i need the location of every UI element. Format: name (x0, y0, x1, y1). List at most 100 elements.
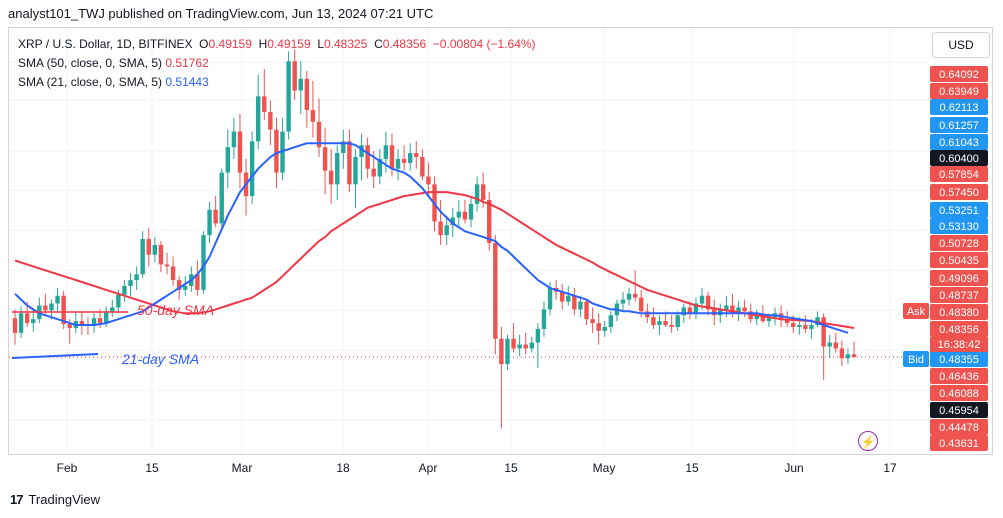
candle-body (791, 323, 796, 327)
price-label-bg (930, 435, 988, 451)
price-label: 0.53251 (939, 205, 979, 217)
candle-body (49, 303, 54, 311)
price-label: 0.50728 (939, 238, 979, 250)
footer: 17 TradingView (10, 492, 100, 507)
sma21-line (14, 142, 849, 334)
candle-body (183, 285, 188, 290)
candle-body (760, 315, 766, 322)
candle-body (134, 274, 139, 281)
x-tick-label: 15 (504, 461, 518, 475)
candle-body (67, 324, 72, 328)
price-label-bg (930, 270, 988, 286)
symbol-row: XRP / U.S. Dollar, 1D, BITFINEX O0.49159… (18, 35, 536, 54)
candle-body (462, 211, 468, 220)
x-tick-label: 18 (336, 461, 350, 475)
price-label: 0.53130 (939, 221, 979, 233)
candle-body (663, 321, 668, 326)
candle-body (79, 321, 85, 326)
candle-body (736, 307, 741, 314)
candle-body (365, 145, 370, 169)
candle-body (219, 172, 224, 224)
candle-body (408, 153, 413, 163)
candle-body (505, 338, 510, 365)
ask-tag: Ask (907, 306, 926, 318)
candle-body (699, 295, 705, 304)
candle-body (122, 285, 127, 295)
price-label: 0.63949 (939, 86, 979, 98)
candle-body (499, 338, 504, 365)
sma21-label: SMA (21, close, 0, SMA, 5) (18, 75, 163, 89)
candle-body (639, 297, 644, 312)
price-label-bg (930, 218, 988, 234)
candle-body (268, 112, 273, 130)
price-label: 0.48355 (939, 354, 979, 366)
candle-body (480, 184, 486, 200)
candle-body (450, 217, 455, 226)
candle-body (201, 235, 206, 290)
high-value: 0.49159 (267, 37, 311, 51)
chart-frame[interactable] (8, 27, 993, 455)
candle-body (535, 328, 541, 343)
candle-body (116, 294, 121, 308)
price-label: 0.43631 (939, 438, 979, 450)
close-value: 0.48356 (382, 37, 427, 51)
currency-button[interactable]: USD (932, 32, 990, 58)
candle-body (164, 264, 170, 267)
candle-body (237, 131, 243, 173)
low-label: L (317, 37, 324, 51)
candle-body (414, 153, 419, 157)
candle-body (256, 96, 261, 142)
grid-lines (9, 28, 928, 454)
candle-body (341, 141, 346, 154)
candle-body (833, 342, 838, 349)
price-label: 0.48380 (939, 307, 979, 319)
price-label: 0.50435 (939, 255, 979, 267)
candle-body (529, 342, 534, 349)
x-tick-label: 15 (685, 461, 699, 475)
candles (12, 49, 857, 429)
candle-body (322, 147, 328, 171)
price-label-bg (930, 351, 988, 367)
candle-body (766, 317, 772, 322)
candle-body (687, 307, 693, 314)
chart-legend: XRP / U.S. Dollar, 1D, BITFINEX O0.49159… (18, 35, 536, 92)
candle-body (395, 158, 401, 169)
candle-body (18, 313, 24, 333)
flash-icon[interactable]: ⚡ (858, 431, 878, 451)
candle-body (626, 293, 632, 300)
sma21-annotation: 21-day SMA (121, 351, 199, 367)
price-label-bg (930, 321, 988, 337)
price-label-bg (930, 66, 988, 82)
candle-body (523, 344, 528, 349)
tradingview-logo-icon: 17 (10, 492, 24, 507)
x-tick-label: Feb (57, 461, 78, 475)
candle-body (590, 319, 595, 324)
candle-body (371, 168, 376, 177)
candle-body (249, 141, 255, 197)
candle-body (286, 61, 291, 132)
sma50-line (14, 191, 855, 329)
candle-body (298, 78, 303, 91)
countdown-bg (930, 337, 988, 352)
sma21-value: 0.51443 (165, 75, 209, 89)
bid-tag: Bid (908, 354, 924, 366)
price-label-bg (930, 99, 988, 115)
price-label: 0.45954 (939, 405, 979, 417)
candle-body (383, 145, 389, 159)
candle-body (620, 299, 626, 304)
candle-body (262, 96, 267, 113)
price-label-bg (930, 134, 988, 150)
price-label: 0.44478 (939, 422, 979, 434)
sma50-value: 0.51762 (165, 56, 209, 70)
candle-body (43, 305, 48, 311)
candle-body (377, 158, 382, 177)
candle-body (560, 291, 565, 302)
candle-body (547, 287, 553, 310)
price-label: 0.64092 (939, 69, 979, 81)
candle-body (602, 326, 607, 331)
price-label: 0.60400 (939, 153, 979, 165)
candle-body (511, 338, 516, 349)
candle-body (724, 305, 729, 310)
candle-body (809, 325, 814, 329)
